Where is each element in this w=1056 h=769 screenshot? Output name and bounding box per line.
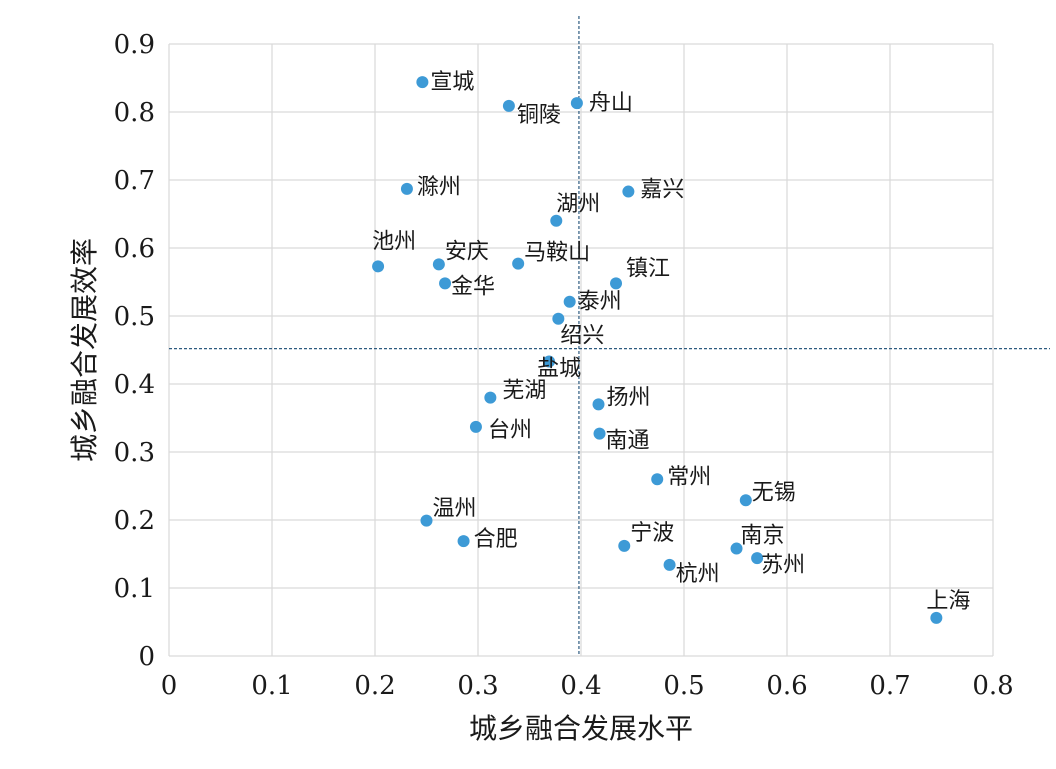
y-tick-label: 0.9 xyxy=(114,30,155,60)
data-point-label: 苏州 xyxy=(761,553,805,578)
x-axis-title: 城乡融合发展水平 xyxy=(469,712,693,745)
data-point-label: 镇江 xyxy=(626,256,670,281)
data-point-label: 南京 xyxy=(741,524,785,549)
data-point-label: 宣城 xyxy=(430,70,474,95)
data-point xyxy=(618,539,631,552)
x-tick-label: 0.8 xyxy=(972,671,1013,701)
data-point xyxy=(593,427,606,440)
x-tick-label: 0.7 xyxy=(869,671,910,701)
data-point xyxy=(543,355,556,368)
data-point-label: 湖州 xyxy=(556,192,600,217)
data-point-label: 合肥 xyxy=(474,527,518,552)
y-tick-label: 0.8 xyxy=(114,98,155,128)
data-point xyxy=(484,391,497,404)
data-point-label: 金华 xyxy=(451,274,495,299)
data-point-label: 滁州 xyxy=(417,175,461,200)
data-point xyxy=(651,473,664,486)
data-point xyxy=(570,97,583,110)
data-point xyxy=(622,185,635,198)
data-point xyxy=(512,257,525,270)
data-point xyxy=(550,214,563,227)
data-point-label: 芜湖 xyxy=(502,379,546,404)
x-tick-label: 0.4 xyxy=(560,671,601,701)
y-tick-label: 0.5 xyxy=(114,302,155,332)
data-point xyxy=(610,277,623,290)
y-tick-label: 0.3 xyxy=(114,438,155,468)
data-point xyxy=(552,312,565,325)
data-point-label: 常州 xyxy=(667,465,711,490)
x-tick-label: 0.3 xyxy=(457,671,498,701)
data-points xyxy=(372,76,943,624)
data-point xyxy=(730,542,743,555)
data-point xyxy=(592,398,605,411)
y-axis-title: 城乡融合发展效率 xyxy=(68,238,101,462)
data-point xyxy=(751,552,764,565)
y-tick-label: 0.2 xyxy=(114,506,155,536)
data-point xyxy=(432,258,445,271)
x-tick-label: 0 xyxy=(161,671,178,701)
data-point xyxy=(457,535,470,548)
data-point-label: 泰州 xyxy=(578,290,622,315)
data-point xyxy=(372,260,385,273)
y-tick-label: 0.1 xyxy=(114,574,155,604)
data-point-label: 扬州 xyxy=(607,385,651,410)
data-point-label: 绍兴 xyxy=(560,324,604,349)
axis-layer: 0 0.1 0.2 0.3 0.4 0.5 0.6 0.7 0.8 0 0.1 0.2 0.3 0.4 0.… xyxy=(114,30,1014,701)
data-point-label: 台州 xyxy=(488,418,532,443)
data-point-label: 铜陵 xyxy=(517,103,561,128)
grid-layer xyxy=(168,43,994,657)
data-point-label: 宁波 xyxy=(630,521,674,546)
y-tick-label: 0.4 xyxy=(114,370,155,400)
data-point-label: 无锡 xyxy=(752,480,796,505)
data-point xyxy=(400,182,413,195)
data-point-label: 舟山 xyxy=(589,91,633,116)
data-point-label: 马鞍山 xyxy=(524,241,590,266)
data-point-label: 上海 xyxy=(926,589,970,614)
data-point xyxy=(563,295,576,308)
data-point xyxy=(930,611,943,624)
data-point-label: 池州 xyxy=(372,229,416,254)
data-point xyxy=(469,420,482,433)
data-point xyxy=(739,494,752,507)
data-point xyxy=(416,76,429,89)
data-point xyxy=(663,558,676,571)
data-point-label: 嘉兴 xyxy=(640,178,684,203)
x-tick-label: 0.6 xyxy=(766,671,807,701)
x-tick-label: 0.1 xyxy=(251,671,292,701)
data-point xyxy=(420,514,433,527)
y-tick-label: 0.7 xyxy=(114,166,155,196)
x-tick-label: 0.5 xyxy=(663,671,704,701)
data-point-label: 盐城 xyxy=(537,357,581,382)
y-tick-label: 0.6 xyxy=(114,234,155,264)
data-point-label: 温州 xyxy=(433,497,477,522)
data-point-label: 南通 xyxy=(606,429,650,454)
data-point xyxy=(502,99,515,112)
data-point-label: 杭州 xyxy=(676,562,720,587)
data-point xyxy=(439,277,452,290)
data-point-label: 安庆 xyxy=(445,239,489,264)
y-tick-label: 0 xyxy=(138,642,155,672)
x-tick-label: 0.2 xyxy=(354,671,395,701)
reference-lines xyxy=(169,16,1050,656)
